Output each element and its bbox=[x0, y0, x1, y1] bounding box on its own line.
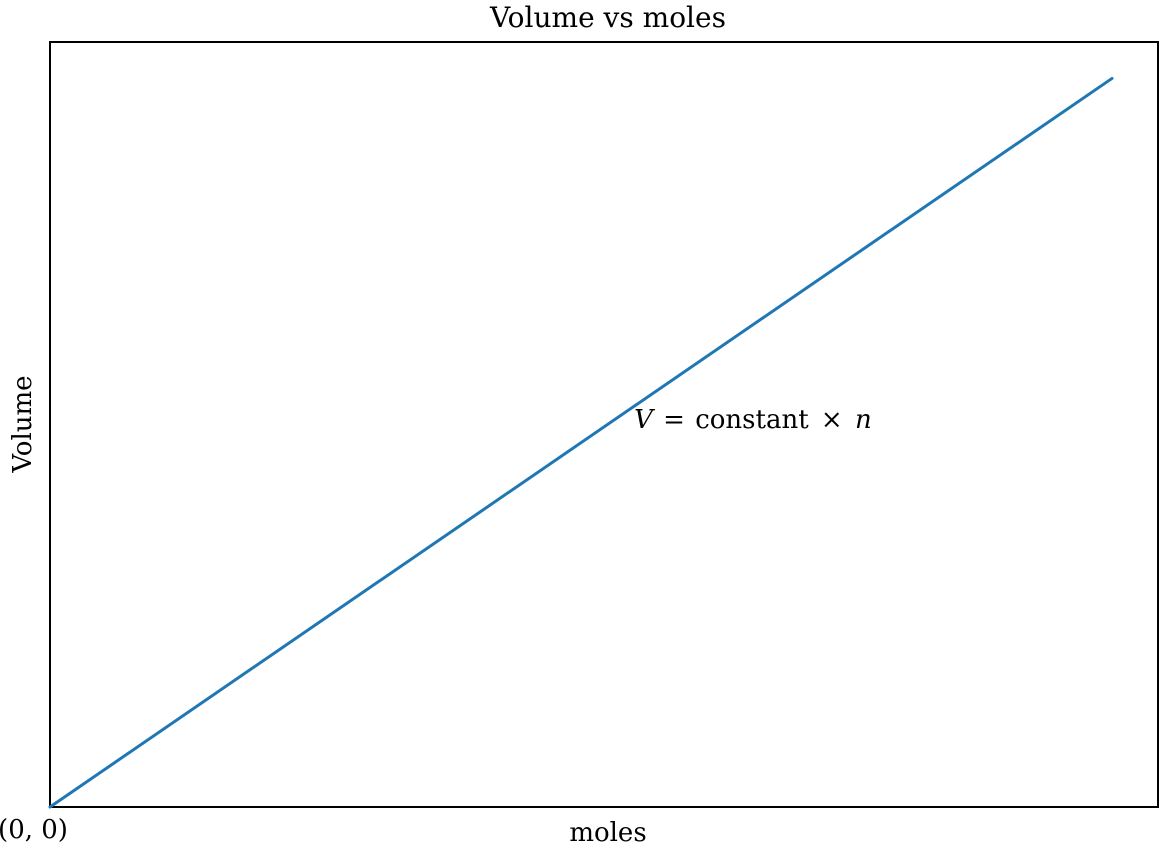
x-axis-label: moles bbox=[569, 818, 646, 845]
annotation-equals: = bbox=[663, 405, 685, 435]
y-axis-label: Volume bbox=[8, 375, 38, 473]
annotation-symbol: V bbox=[634, 405, 655, 435]
chart-title: Volume vs moles bbox=[489, 1, 726, 34]
equation-annotation: V = constant × n bbox=[634, 405, 872, 435]
annotation-variable: n bbox=[855, 405, 872, 435]
origin-label: (0, 0) bbox=[0, 815, 68, 845]
series-line-0 bbox=[48, 76, 1114, 809]
annotation-text: constant bbox=[695, 405, 809, 435]
series-layer bbox=[48, 76, 1114, 809]
annotation-times: × bbox=[821, 405, 843, 435]
